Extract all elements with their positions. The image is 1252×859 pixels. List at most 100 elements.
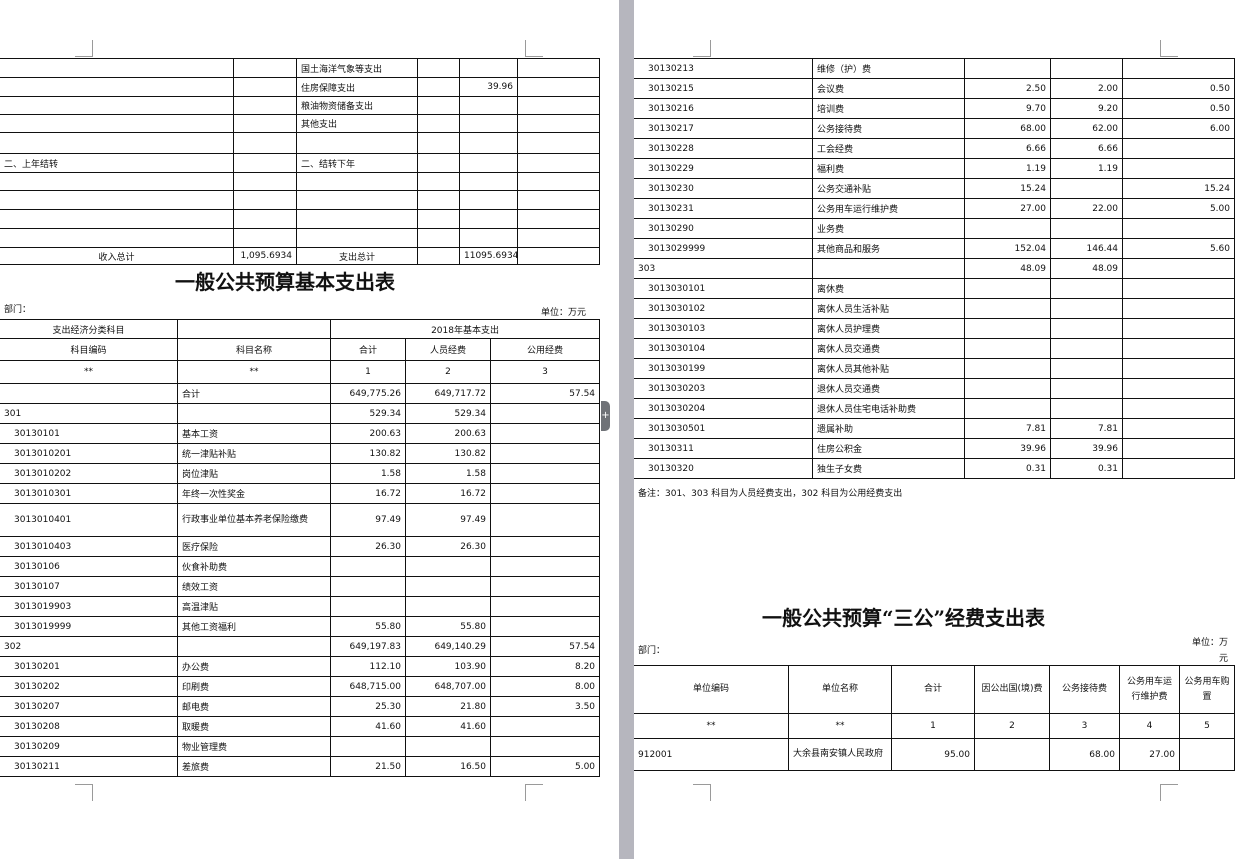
table-cell [0, 58, 234, 78]
table-row: 3013030199 离休人员其他补贴 [634, 358, 1235, 379]
table-cell [0, 383, 178, 404]
table-cell: 30130211 [0, 756, 178, 777]
table-cell: 退休人员交通费 [812, 378, 965, 399]
table-cell [405, 596, 491, 617]
header-name: 科目名称 [177, 338, 331, 361]
table-cell [517, 114, 600, 133]
table-cell: 16.72 [405, 483, 491, 504]
table-cell: 3013030104 [634, 338, 813, 359]
table-cell: 其他商品和服务 [812, 238, 965, 259]
header-cell: 公务接待费 [1049, 665, 1120, 714]
table-cell: 离休人员其他补贴 [812, 358, 965, 379]
table-cell: 二、结转下年 [296, 153, 418, 173]
table-row: 3013030203 退休人员交通费 [634, 378, 1235, 399]
table-cell [964, 378, 1051, 399]
table-cell [489, 556, 601, 577]
table-row: 30130207 邮电费 25.30 21.80 3.50 [0, 696, 601, 717]
table-cell [417, 228, 460, 248]
sangong-title: 一般公共预算“三公”经费支出表 [762, 606, 1046, 630]
table-cell: 离休人员护理费 [812, 318, 965, 339]
table-cell [0, 77, 234, 97]
table-cell [459, 114, 518, 133]
table-cell: 离休人员交通费 [812, 338, 965, 359]
table-row: 3013030501 遗属补助 7.81 7.81 [634, 418, 1235, 439]
table-cell [459, 190, 518, 210]
table-row: 30130213 维修（护）费 [634, 58, 1235, 79]
table-row: 收入总计 1,095.6934 支出总计 11095.6934 [0, 247, 600, 265]
table-row: 二、上年结转 二、结转下年 [0, 153, 600, 173]
table-cell: 9.70 [964, 98, 1051, 119]
table-cell [489, 503, 601, 537]
header-blank [177, 319, 331, 339]
table-cell: 业务费 [812, 218, 965, 239]
table-row: 30130201 办公费 112.10 103.90 8.20 [0, 656, 601, 677]
table-row: 30130231 公务用车运行维护费 27.00 22.00 5.00 [634, 198, 1235, 219]
table-row: 合计 649,775.26 649,717.72 57.54 [0, 383, 601, 404]
basic-expense-table-continued: 30130213 维修（护）费 30130215 会议费 2.50 2.00 0.50 301… [634, 58, 1235, 479]
table-cell: 16.50 [405, 756, 491, 777]
table-cell: 离休费 [812, 278, 965, 299]
table-row: 3013010201 统一津贴补贴 130.82 130.82 [0, 443, 601, 464]
table-cell: 住房公积金 [812, 438, 965, 459]
table-cell: 公务交通补贴 [812, 178, 965, 199]
table-cell [489, 483, 601, 504]
table-row [0, 132, 600, 154]
table-cell: 95.00 [891, 738, 975, 771]
table-cell: 5.60 [1122, 238, 1235, 259]
table-row: 其他支出 [0, 114, 600, 133]
table-row: 30130216 培训费 9.70 9.20 0.50 [634, 98, 1235, 119]
table-cell: 30130202 [0, 676, 178, 697]
table-cell: 公务接待费 [812, 118, 965, 139]
header-cell: 单位编码 [634, 665, 789, 714]
table-cell: 39.96 [964, 438, 1051, 459]
table-cell: 5.00 [489, 756, 601, 777]
table-cell: 伙食补助费 [177, 556, 331, 577]
table-cell [517, 247, 600, 265]
table-cell [0, 228, 234, 248]
table-cell [405, 736, 491, 757]
table-cell: 3013030501 [634, 418, 813, 439]
table-cell: 22.00 [1050, 198, 1123, 219]
table-cell: 培训费 [812, 98, 965, 119]
table-cell: 30130216 [634, 98, 813, 119]
table-cell: 48.09 [1050, 258, 1123, 279]
table-row: 住房保障支出 39.96 [0, 77, 600, 97]
table-cell: 39.96 [459, 77, 518, 97]
table-cell [1122, 418, 1235, 439]
table-cell: 41.60 [405, 716, 491, 737]
table-row: 30130290 业务费 [634, 218, 1235, 239]
table-cell: 9.20 [1050, 98, 1123, 119]
idx-cell: 2 [405, 360, 491, 384]
table-cell [177, 403, 331, 424]
table-cell: 303 [634, 258, 813, 279]
table-cell: 30130101 [0, 423, 178, 444]
table-cell: 301 [0, 403, 178, 424]
table-cell: 130.82 [330, 443, 406, 464]
table-cell [296, 209, 418, 229]
table-cell [1050, 318, 1123, 339]
table-cell [459, 209, 518, 229]
table-cell: 其他工资福利 [177, 616, 331, 637]
table-cell [417, 247, 460, 265]
table-cell: 11095.6934 [459, 247, 518, 265]
table-row [0, 209, 600, 229]
table-cell [330, 596, 406, 617]
table-cell: 97.49 [405, 503, 491, 537]
table-row [0, 190, 600, 210]
table-cell: 7.81 [1050, 418, 1123, 439]
table-cell [459, 172, 518, 191]
table-cell [1122, 378, 1235, 399]
table-cell: 会议费 [812, 78, 965, 99]
table-cell: 30130215 [634, 78, 813, 99]
table-cell: 维修（护）费 [812, 58, 965, 79]
table-cell: 3013030203 [634, 378, 813, 399]
table-cell: 0.31 [1050, 458, 1123, 479]
idx-cell: 4 [1119, 713, 1180, 739]
expand-handle-icon[interactable]: + [601, 401, 610, 431]
header-code: 科目编码 [0, 338, 178, 361]
table-cell: 绩效工资 [177, 576, 331, 597]
table-cell: 6.66 [1050, 138, 1123, 159]
table-cell: 物业管理费 [177, 736, 331, 757]
table-row: 3013030102 离休人员生活补贴 [634, 298, 1235, 319]
table-cell [489, 536, 601, 557]
